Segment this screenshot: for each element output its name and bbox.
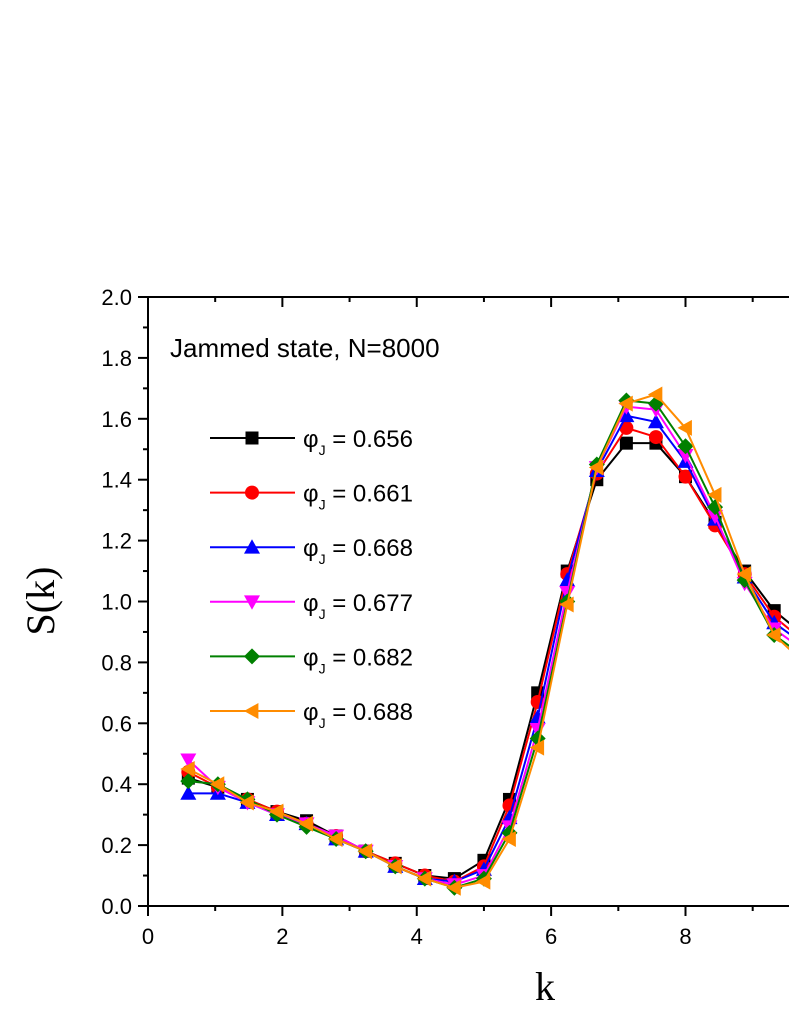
data-point [180,753,197,768]
data-point [588,459,604,476]
data-point [328,831,343,848]
data-point [180,785,197,800]
legend-item-4: φJ = 0.682 [210,644,413,676]
legend-symbol: φ [303,481,319,508]
legend-marker [244,539,260,554]
series-5 [180,386,789,896]
x-axis-title: k [535,964,555,1009]
legend-marker [244,595,260,610]
data-point [677,419,692,436]
data-point [766,626,781,643]
legend-item-5: φJ = 0.688 [210,699,413,731]
legend-marker [244,648,260,665]
data-point [736,566,752,583]
data-point [647,413,664,429]
y-tick-label: 0.6 [101,711,132,736]
data-point [529,739,545,756]
data-point [446,879,461,896]
data-point [618,395,633,412]
y-tick-label: 0.8 [101,650,132,675]
data-point [239,794,254,811]
legend-symbol: φ [303,699,319,726]
legend-symbol: φ [303,644,319,671]
legend-marker [244,703,259,719]
legend-subscript: J [319,606,326,622]
x-tick-label: 8 [679,924,691,949]
legend-marker [245,431,259,445]
legend-value: = 0.656 [326,426,413,453]
legend-value: = 0.677 [326,590,413,617]
legend-subscript: J [319,715,326,731]
y-tick-label: 1.0 [101,590,132,615]
data-point [416,870,432,887]
data-point [357,843,373,860]
legend-subscript: J [319,442,326,458]
y-tick-label: 0.4 [101,772,132,797]
legend-symbol: φ [303,590,319,617]
data-point [648,430,663,445]
y-tick-label: 1.2 [101,529,132,554]
legend-value: = 0.661 [326,481,413,508]
data-point [619,420,634,435]
legend-value: = 0.688 [326,699,413,726]
legend-marker [245,485,259,500]
series-line [187,393,789,889]
y-tick-label: 2.0 [101,285,132,310]
legend-item-1: φJ = 0.661 [210,481,413,513]
legend-label: φJ = 0.656 [303,426,413,458]
data-point [269,803,284,820]
x-tick-label: 6 [545,924,557,949]
legend-symbol: φ [303,426,319,453]
chart-annotation: Jammed state, N=8000 [170,333,440,363]
data-point [647,386,663,403]
data-point [501,831,516,848]
legend-value: = 0.682 [326,644,413,671]
data-point [180,773,197,790]
data-point [707,509,724,525]
data-point [618,407,635,423]
y-tick-label: 0.0 [101,894,132,919]
legend-label: φJ = 0.677 [303,590,413,622]
legend-item-0: φJ = 0.656 [210,426,413,458]
data-point [475,873,491,890]
legend-label: φJ = 0.668 [303,535,413,567]
y-tick-label: 1.8 [101,346,132,371]
data-point [209,776,225,793]
legend-subscript: J [319,551,326,567]
data-point [387,858,402,875]
x-tick-label: 2 [276,924,288,949]
legend-subscript: J [319,497,326,513]
y-tick-label: 0.2 [101,833,132,858]
legend-item-3: φJ = 0.677 [210,590,413,622]
y-tick-label: 1.4 [101,468,132,493]
x-tick-label: 4 [411,924,423,949]
y-tick-label: 1.6 [101,407,132,432]
data-point [619,436,633,450]
legend-label: φJ = 0.661 [303,481,413,513]
series-line [188,399,789,889]
legend-label: φJ = 0.688 [303,699,413,731]
x-tick-label: 0 [142,924,154,949]
legend-label: φJ = 0.682 [303,644,413,676]
legend-subscript: J [319,660,326,676]
data-point [707,486,722,503]
legend-symbol: φ [303,535,319,562]
legend-item-2: φJ = 0.668 [210,535,413,567]
y-axis-title: S(k) [18,567,63,636]
axes: 0 2 4 6 8 0.0 0.2 0.4 0.6 0.8 1.0 1.2 1.4 1.6 1.8 2.0 [101,285,789,949]
data-point [559,596,574,613]
data-point [180,760,195,777]
data-point [678,469,693,484]
legend-value: = 0.668 [326,535,413,562]
data-point [677,438,694,455]
series-line [187,405,789,886]
data-point [298,815,313,832]
series-layer [180,386,789,896]
